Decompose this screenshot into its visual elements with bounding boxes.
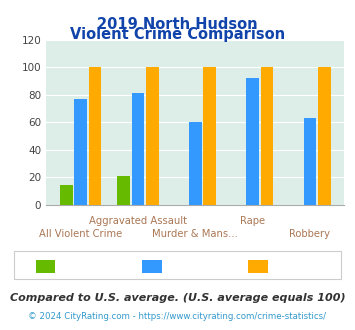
Text: Violent Crime Comparison: Violent Crime Comparison — [70, 27, 285, 42]
Bar — [146, 67, 159, 205]
Text: National: National — [272, 260, 321, 273]
Text: North Hudson: North Hudson — [59, 260, 140, 273]
Bar — [304, 118, 316, 205]
Text: © 2024 CityRating.com - https://www.cityrating.com/crime-statistics/: © 2024 CityRating.com - https://www.city… — [28, 312, 327, 321]
Text: Aggravated Assault: Aggravated Assault — [89, 216, 187, 226]
Text: Compared to U.S. average. (U.S. average equals 100): Compared to U.S. average. (U.S. average … — [10, 293, 345, 303]
Bar — [60, 185, 72, 205]
Text: Wisconsin: Wisconsin — [165, 260, 224, 273]
Bar — [74, 99, 87, 205]
Bar — [246, 78, 259, 205]
Text: Robbery: Robbery — [289, 229, 331, 239]
Bar — [318, 67, 331, 205]
Text: Rape: Rape — [240, 216, 265, 226]
Text: 2019 North Hudson: 2019 North Hudson — [97, 17, 258, 32]
Bar — [89, 67, 101, 205]
Bar — [203, 67, 216, 205]
Bar — [117, 176, 130, 205]
Text: Murder & Mans...: Murder & Mans... — [152, 229, 238, 239]
Text: All Violent Crime: All Violent Crime — [39, 229, 122, 239]
Bar — [132, 93, 144, 205]
Bar — [261, 67, 273, 205]
Bar — [189, 122, 202, 205]
